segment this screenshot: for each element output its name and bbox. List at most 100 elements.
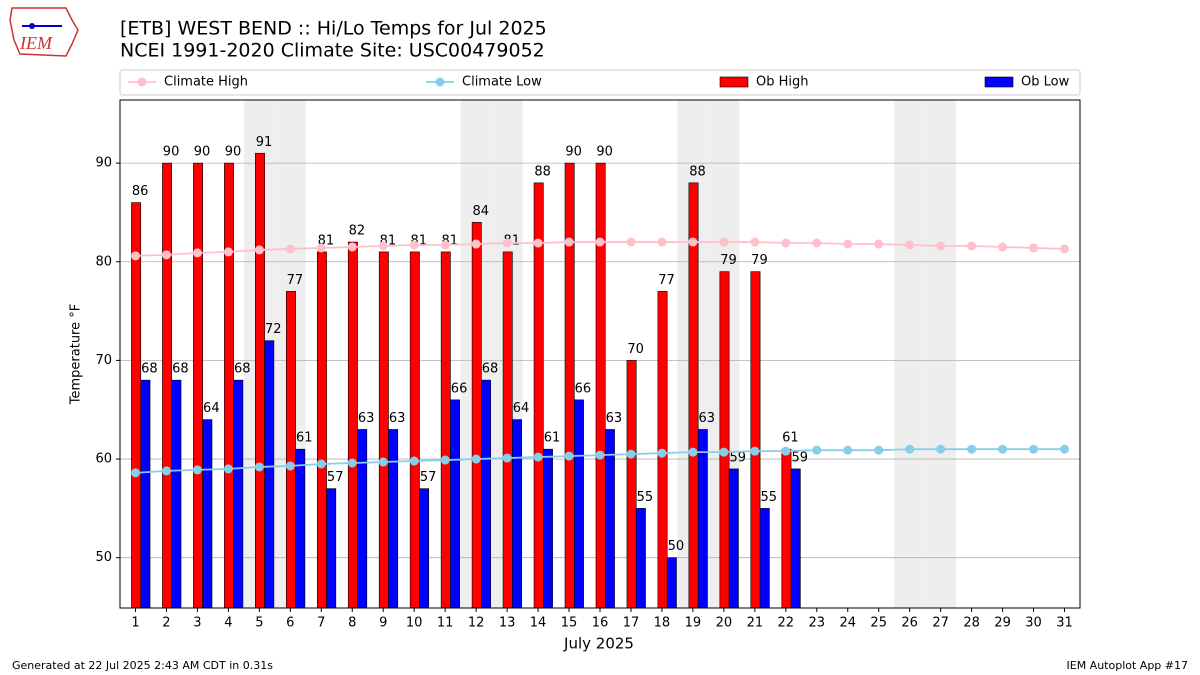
line-marker xyxy=(1060,444,1070,454)
bar xyxy=(564,162,575,609)
bar xyxy=(233,379,244,609)
line-marker xyxy=(440,240,450,250)
x-tick-label: 9 xyxy=(379,616,387,631)
bar xyxy=(471,222,482,609)
data-label: 91 xyxy=(256,135,273,150)
line-marker xyxy=(781,238,791,248)
bar xyxy=(295,448,306,609)
line-marker xyxy=(843,239,853,249)
line-marker xyxy=(967,241,977,251)
line-marker xyxy=(657,448,667,458)
line-marker xyxy=(595,450,605,460)
x-tick-label: 2 xyxy=(162,616,170,631)
line-marker xyxy=(1029,444,1039,454)
line-marker xyxy=(316,243,326,253)
line-marker xyxy=(378,457,388,467)
x-tick-label: 6 xyxy=(286,616,294,631)
data-label: 68 xyxy=(482,362,499,377)
bar xyxy=(140,379,151,609)
line-marker xyxy=(130,468,140,478)
bar xyxy=(224,162,234,609)
footer-right: IEM Autoplot App #17 xyxy=(1067,659,1189,672)
bar xyxy=(316,251,327,609)
legend-label: Ob Low xyxy=(1021,75,1070,90)
data-label: 63 xyxy=(389,411,406,426)
bar xyxy=(604,429,615,609)
x-tick-label: 8 xyxy=(348,616,356,631)
x-tick-label: 12 xyxy=(468,616,485,631)
line-marker xyxy=(223,247,233,257)
line-marker xyxy=(471,454,481,464)
x-tick-label: 30 xyxy=(1025,616,1042,631)
x-tick-label: 13 xyxy=(499,616,516,631)
data-label: 70 xyxy=(627,342,644,357)
data-label: 79 xyxy=(751,253,768,268)
line-marker xyxy=(409,240,419,250)
data-label: 68 xyxy=(141,362,158,377)
bar xyxy=(202,419,213,609)
legend-marker xyxy=(435,77,445,87)
legend-swatch xyxy=(984,76,1014,88)
bar xyxy=(419,488,430,609)
bar xyxy=(626,360,637,609)
legend-label: Climate High xyxy=(164,75,248,90)
legend-swatch xyxy=(719,76,749,88)
line-marker xyxy=(626,237,636,247)
legend xyxy=(119,69,1081,96)
line-marker xyxy=(316,459,326,469)
data-label: 55 xyxy=(637,490,654,505)
line-marker xyxy=(626,449,636,459)
x-tick-label: 16 xyxy=(592,616,609,631)
line-marker xyxy=(254,462,264,472)
bar xyxy=(728,468,739,609)
data-label: 61 xyxy=(782,431,799,446)
bar xyxy=(750,271,761,609)
line-marker xyxy=(688,237,698,247)
logo: IEM xyxy=(9,7,79,57)
line-marker xyxy=(471,239,481,249)
bar xyxy=(378,251,389,609)
x-tick-label: 23 xyxy=(809,616,826,631)
data-label: 79 xyxy=(720,253,737,268)
bar xyxy=(688,182,699,609)
data-label: 66 xyxy=(451,381,468,396)
line-marker xyxy=(502,238,512,248)
bar xyxy=(388,429,399,609)
bar xyxy=(264,340,275,609)
x-tick-label: 1 xyxy=(131,616,139,631)
x-tick-label: 20 xyxy=(716,616,733,631)
chart-title: [ETB] WEST BEND :: Hi/Lo Temps for Jul 2… xyxy=(120,18,547,40)
y-tick-label: 60 xyxy=(95,452,112,467)
line-marker xyxy=(750,446,760,456)
line-marker xyxy=(719,447,729,457)
x-tick-label: 15 xyxy=(561,616,578,631)
x-tick-label: 29 xyxy=(994,616,1011,631)
bar xyxy=(131,202,142,609)
y-tick-label: 70 xyxy=(95,353,112,368)
x-tick-label: 26 xyxy=(901,616,918,631)
line-marker xyxy=(161,250,171,260)
footer-left: Generated at 22 Jul 2025 2:43 AM CDT in … xyxy=(12,659,273,672)
x-tick-label: 24 xyxy=(839,616,856,631)
line-marker xyxy=(595,237,605,247)
data-label: 88 xyxy=(534,164,551,179)
line-marker xyxy=(781,446,791,456)
line-marker xyxy=(161,466,171,476)
bar xyxy=(697,429,708,609)
bar xyxy=(573,399,584,609)
data-label: 68 xyxy=(234,362,251,377)
line-marker xyxy=(874,445,884,455)
line-marker xyxy=(812,238,822,248)
bar xyxy=(635,508,646,609)
line-marker xyxy=(285,244,295,254)
x-tick-label: 18 xyxy=(654,616,671,631)
data-label: 77 xyxy=(287,273,304,288)
weekend-shade xyxy=(925,100,957,608)
legend-label: Ob High xyxy=(756,75,809,90)
bar xyxy=(512,419,522,609)
weekend-shade xyxy=(894,100,926,608)
bar xyxy=(357,429,368,609)
data-label: 61 xyxy=(296,431,313,446)
legend-label: Climate Low xyxy=(462,75,542,90)
line-marker xyxy=(347,458,357,468)
